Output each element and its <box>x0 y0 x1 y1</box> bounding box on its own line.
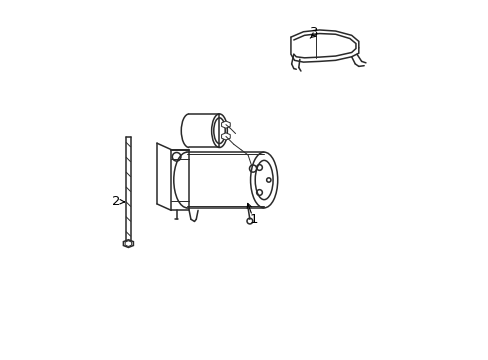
Ellipse shape <box>211 114 227 148</box>
Text: 2: 2 <box>111 195 120 208</box>
Ellipse shape <box>250 152 277 208</box>
Polygon shape <box>125 241 131 247</box>
Text: 1: 1 <box>249 213 257 226</box>
Polygon shape <box>221 121 230 128</box>
Polygon shape <box>221 133 230 140</box>
Text: 3: 3 <box>309 26 318 39</box>
Polygon shape <box>123 240 133 247</box>
